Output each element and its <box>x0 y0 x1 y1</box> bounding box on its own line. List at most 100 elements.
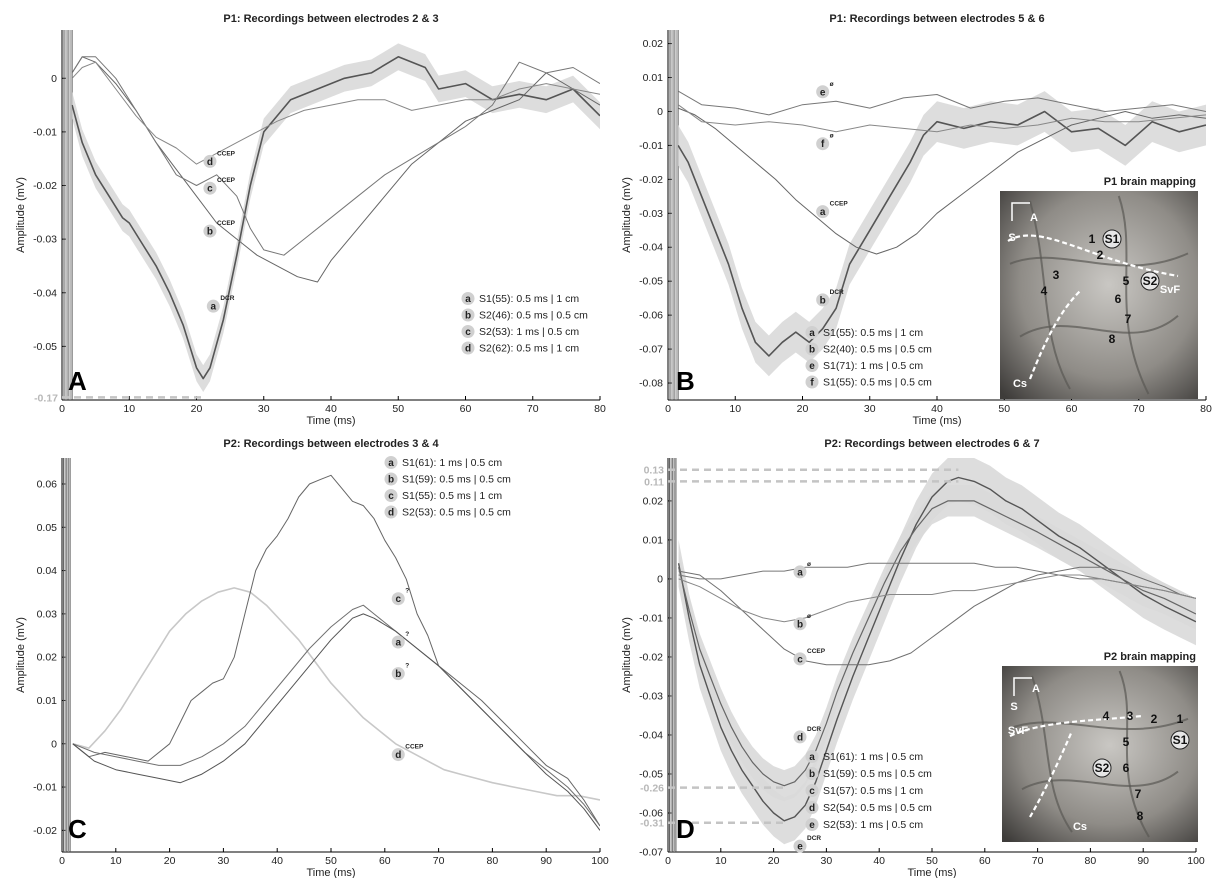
legend-key: c <box>388 491 394 502</box>
brain-label-s: S <box>1010 701 1017 713</box>
series-label-key: a <box>797 567 803 578</box>
legend-key: a <box>465 294 471 305</box>
x-tick-label: 90 <box>540 855 552 867</box>
orientation-arrows <box>1013 677 1032 696</box>
x-tick-label: 100 <box>591 855 609 867</box>
brain-electrode-4: 4 <box>1103 709 1110 723</box>
legend-badge <box>805 767 819 780</box>
x-tick-label: 70 <box>527 403 539 415</box>
series-label-badge <box>203 181 217 195</box>
y-tick-label: -0.02 <box>33 180 57 192</box>
legend-entry: S2(53): 0.5 ms | 0.5 cm <box>402 507 511 519</box>
legend-badge <box>805 342 819 356</box>
legend-key: b <box>388 475 394 486</box>
brain-electrode-4: 4 <box>1041 284 1048 298</box>
series-line-c <box>678 566 1196 666</box>
series-label-b: b? <box>391 663 409 681</box>
series-label-badge <box>206 299 220 313</box>
y-axis-label: Amplitude (mV) <box>621 617 633 693</box>
reference-value: 0.13 <box>644 465 665 477</box>
x-axis-label: Time (ms) <box>912 415 961 427</box>
series-label-tag: DCR <box>830 289 844 296</box>
y-tick-label: 0.02 <box>37 652 58 664</box>
brain-sulcus <box>1029 200 1071 390</box>
legend-badge <box>805 326 819 339</box>
plot-area <box>63 458 600 852</box>
reference-value: -0.17 <box>34 392 58 404</box>
cs-dashed-line <box>1029 730 1074 818</box>
plot-area <box>63 30 600 400</box>
brain-label-s1: S1 <box>1173 733 1188 747</box>
legend-entry: S1(61): 1 ms | 0.5 cm <box>823 751 923 763</box>
y-tick-label: 0.05 <box>37 522 58 534</box>
y-tick-label: -0.01 <box>33 126 57 138</box>
series-line-b <box>72 613 600 831</box>
x-tick-label: 80 <box>1200 403 1212 415</box>
reference-value: 0.11 <box>644 476 664 488</box>
series-label-key: c <box>207 184 213 195</box>
brain-label-cs: Cs <box>1073 821 1087 833</box>
legend-key: b <box>809 769 815 780</box>
x-tick-label: 70 <box>433 855 445 867</box>
x-tick-label: 30 <box>218 855 230 867</box>
legend-key: d <box>465 344 471 355</box>
series-label-b: b CCEP <box>203 220 236 238</box>
y-tick-label: 0.01 <box>643 72 664 84</box>
brain-electrode-6: 6 <box>1115 292 1122 306</box>
orientation-arrows <box>1011 202 1030 221</box>
legend-entry: S2(46): 0.5 ms | 0.5 cm <box>479 310 588 322</box>
brain-sulcus <box>1117 195 1150 395</box>
legend-key: a <box>388 458 394 469</box>
series-line-a <box>71 56 600 380</box>
series-label-key: d <box>797 732 803 743</box>
brain-electrode-8: 8 <box>1137 809 1144 823</box>
brain-photo <box>1002 666 1198 842</box>
series-line-b <box>678 574 1196 623</box>
series-label-tag: ø <box>807 613 811 620</box>
series-label-badge <box>816 137 830 151</box>
series-label-key: a <box>211 302 217 313</box>
reference-value: -0.31 <box>640 818 664 830</box>
x-tick-label: 80 <box>1085 855 1097 867</box>
plot-area <box>669 30 1206 400</box>
x-tick-label: 100 <box>1187 855 1205 867</box>
x-tick-label: 0 <box>665 855 671 867</box>
brain-sulcus <box>1031 675 1073 833</box>
x-axis-label: Time (ms) <box>907 867 956 878</box>
brain-electrode-2: 2 <box>1151 712 1158 726</box>
chart-title: P1: Recordings between electrodes 5 & 6 <box>829 13 1044 25</box>
y-tick-label: 0.02 <box>643 495 664 507</box>
legend-key: d <box>388 508 394 519</box>
legend-badge <box>461 341 475 355</box>
legend-key: a <box>809 328 815 339</box>
series-line-c <box>71 56 600 256</box>
brain-label-s: S <box>1008 232 1015 244</box>
panel-letter: C <box>68 814 87 844</box>
y-tick-label: -0.05 <box>639 276 663 288</box>
legend-entry: S1(55): 0.5 ms | 1 cm <box>402 490 502 502</box>
series-label-tag: ø <box>830 81 834 88</box>
y-tick-label: 0.06 <box>37 478 58 490</box>
series-label-tag: ? <box>405 663 409 670</box>
chart-title: P1: Recordings between electrodes 2 & 3 <box>223 13 438 25</box>
series-label-a: a CCEP <box>816 201 848 219</box>
legend-entry: S1(71): 1 ms | 0.5 cm <box>823 360 923 372</box>
y-tick-label: -0.01 <box>639 140 663 152</box>
series-label-badge <box>391 667 405 681</box>
series-label-tag: DCR <box>220 295 234 302</box>
x-tick-label: 20 <box>164 855 176 867</box>
x-tick-label: 40 <box>271 855 283 867</box>
legend-entry: S2(53): 1 ms | 0.5 cm <box>823 819 923 831</box>
plot-area <box>669 458 1196 852</box>
panel-letter: D <box>676 814 695 844</box>
legend-entry: S1(59): 0.5 ms | 0.5 cm <box>823 768 932 780</box>
variance-band <box>72 43 600 392</box>
x-tick-label: 0 <box>665 403 671 415</box>
brain-electrode-6: 6 <box>1123 761 1130 775</box>
series-label-badge <box>203 154 217 168</box>
brain-electrode-3: 3 <box>1127 709 1134 723</box>
series-label-tag: CCEP <box>830 201 849 208</box>
series-label-badge <box>816 205 830 219</box>
